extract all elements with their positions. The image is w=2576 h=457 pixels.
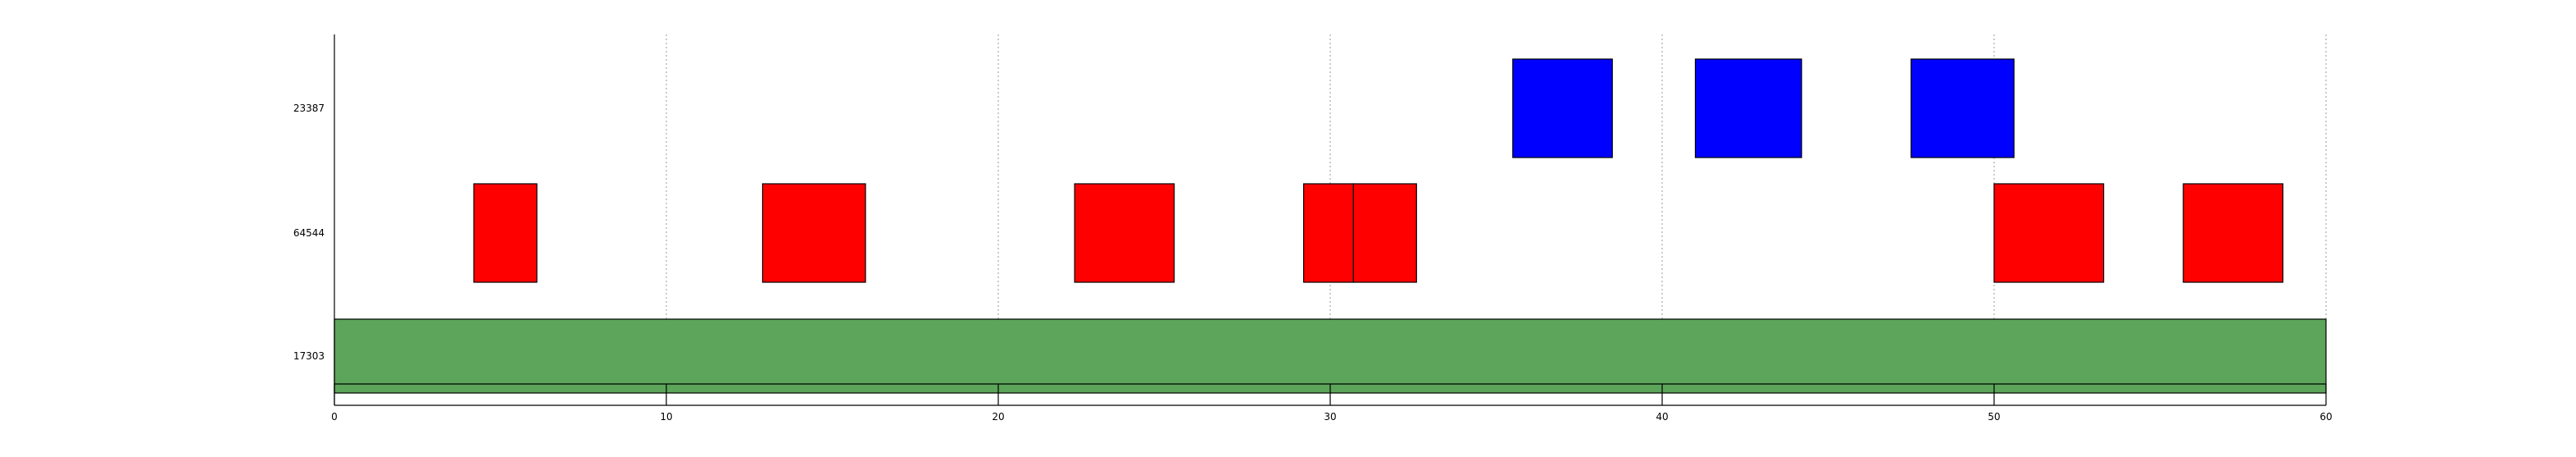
bar — [473, 183, 538, 283]
bar — [1993, 183, 2105, 283]
x-tick-label: 30 — [1324, 411, 1336, 423]
axes — [334, 34, 2327, 406]
x-tick-label: 10 — [660, 411, 672, 423]
bar — [761, 183, 866, 283]
bars — [334, 58, 2327, 394]
bar — [1074, 183, 1175, 283]
bar — [2183, 183, 2283, 283]
bar — [1512, 58, 1613, 158]
bar — [1352, 183, 1417, 283]
row-label: 17303 — [293, 350, 325, 362]
bar — [1694, 58, 1802, 158]
x-tick-label: 0 — [331, 411, 338, 423]
x-tick-label: 20 — [992, 411, 1004, 423]
row-label: 23387 — [293, 103, 325, 114]
labels: 0 10 20 30 40 50 60 23387 64544 17303 — [293, 103, 2333, 423]
bar — [1910, 58, 2015, 158]
row-label: 64544 — [293, 227, 325, 239]
x-tick-label: 60 — [2319, 411, 2332, 423]
bar — [1302, 183, 1354, 283]
x-tick-label: 40 — [1656, 411, 1668, 423]
x-tick-label: 50 — [1988, 411, 2000, 423]
bar — [334, 318, 2327, 394]
